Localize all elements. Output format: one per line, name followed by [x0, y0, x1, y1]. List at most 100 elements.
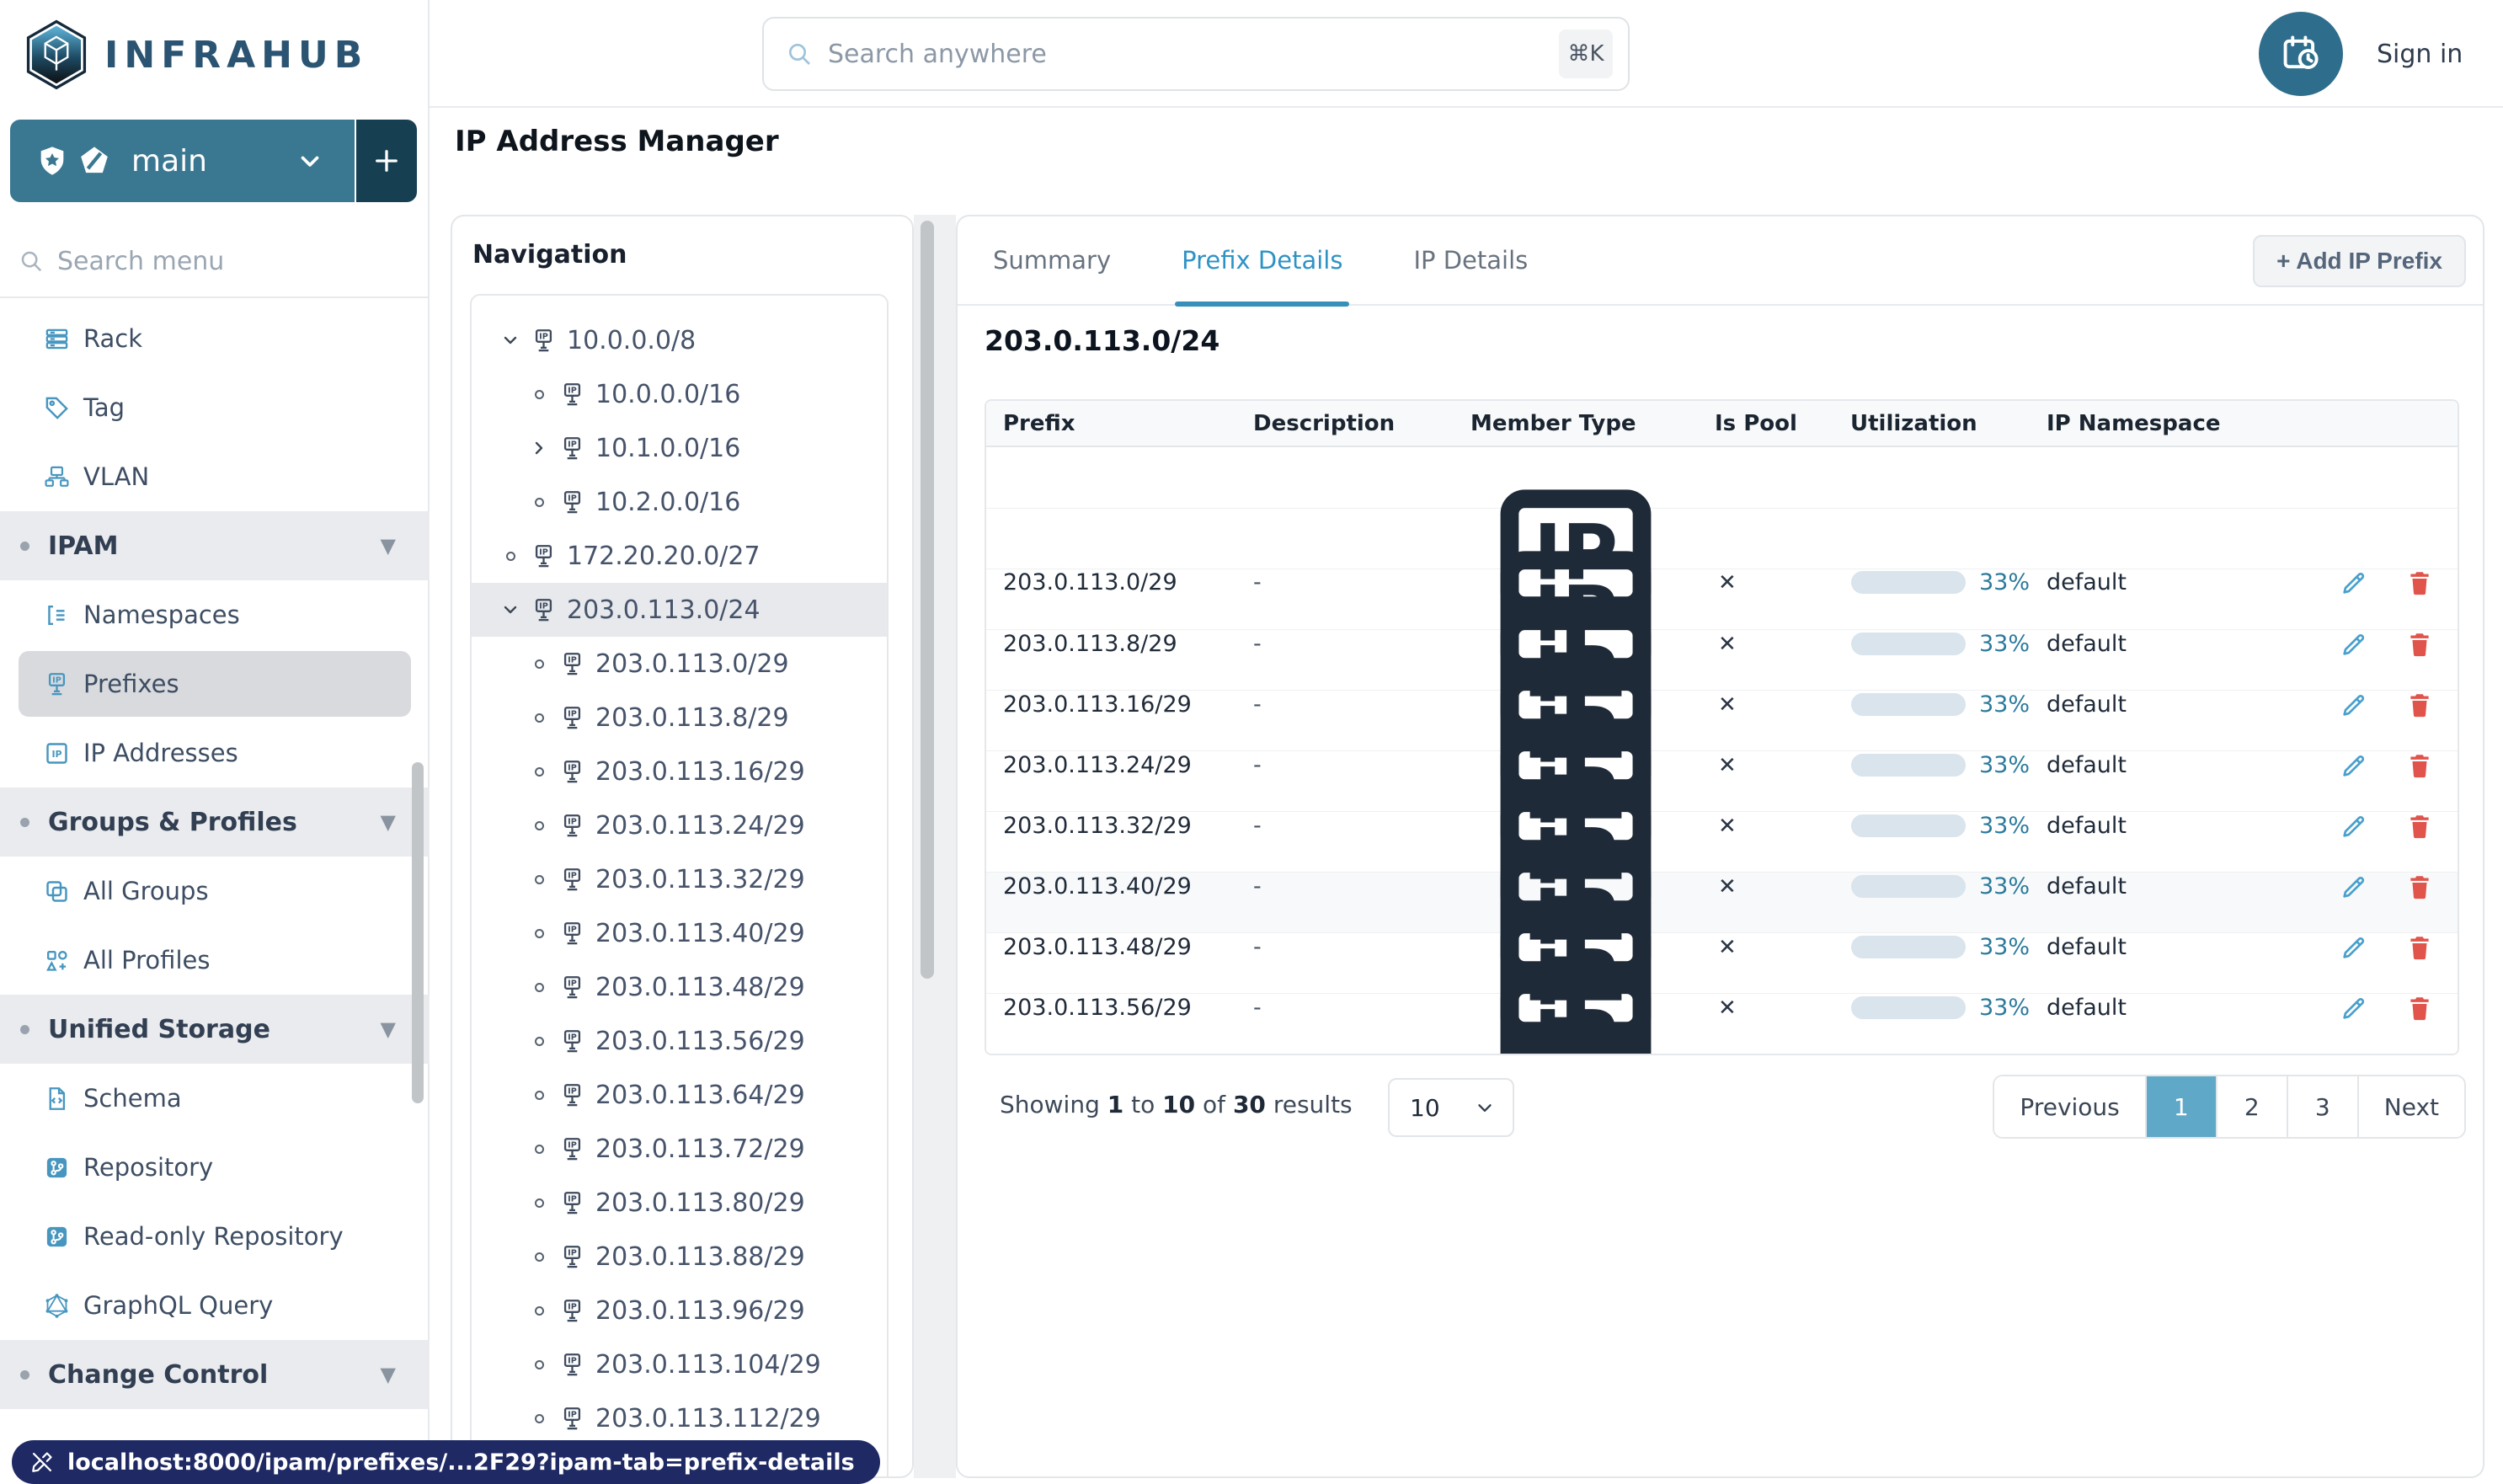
chevron-right-icon[interactable] [529, 438, 549, 458]
tree-item-10-0-0-0-8[interactable]: IP 10.0.0.0/8 [472, 313, 887, 367]
chevron-down-icon[interactable] [500, 330, 520, 350]
delete-trash-icon[interactable] [2405, 873, 2434, 901]
delete-trash-icon[interactable] [2405, 933, 2434, 962]
sidebar-item-read-only-repository[interactable]: Read-only Repository [0, 1202, 430, 1271]
delete-trash-icon[interactable] [2405, 569, 2434, 597]
tree-item-203-0-113-96-29[interactable]: IP 203.0.113.96/29 [472, 1284, 887, 1337]
edit-pencil-icon[interactable] [2340, 933, 2368, 962]
menu-search-input[interactable] [57, 246, 377, 276]
tree-item-10-2-0-0-16[interactable]: IP 10.2.0.0/16 [472, 475, 887, 529]
tab-ip-details[interactable]: IP Details [1413, 246, 1529, 275]
add-branch-button[interactable] [355, 120, 417, 202]
table-row[interactable]: 203.0.113.32/29- IP ✕ 33% default [986, 690, 2458, 940]
app-logo[interactable]: INFRAHUB [24, 19, 368, 91]
edit-pencil-icon[interactable] [2340, 812, 2368, 841]
delete-trash-icon[interactable] [2405, 994, 2434, 1022]
tree-item-203-0-113-64-29[interactable]: IP 203.0.113.64/29 [472, 1068, 887, 1122]
all-groups-icon [44, 878, 70, 905]
sidebar-section-ipam[interactable]: IPAM ▼ [0, 511, 430, 580]
cell-utilization: 33% [1833, 752, 2030, 778]
sidebar-scrollbar[interactable] [412, 762, 424, 1103]
global-search[interactable]: ⌘K [762, 17, 1630, 91]
ip-box-icon: IP [44, 740, 70, 766]
table-row[interactable]: 203.0.113.40/29- IP ✕ 33% default [986, 750, 2458, 1001]
tree-item-203-0-113-112-29[interactable]: IP 203.0.113.112/29 [472, 1391, 887, 1445]
tree-item-203-0-113-16-29[interactable]: IP 203.0.113.16/29 [472, 745, 887, 798]
add-ip-prefix-button[interactable]: + Add IP Prefix [2253, 235, 2466, 287]
tree-item-203-0-113-24-29[interactable]: IP 203.0.113.24/29 [472, 798, 887, 852]
branch-selector[interactable]: main [10, 120, 417, 202]
tree-item-203-0-113-72-29[interactable]: IP 203.0.113.72/29 [472, 1122, 887, 1176]
table-row[interactable]: 203.0.113.56/29 - IP ✕ 33% default [986, 872, 2458, 1054]
delete-trash-icon[interactable] [2405, 812, 2434, 841]
section-label: IPAM [48, 531, 119, 561]
sidebar-section-groups-profiles[interactable]: Groups & Profiles ▼ [0, 787, 430, 857]
tree-item-label: 203.0.113.24/29 [595, 810, 805, 841]
sidebar-section-unified-storage[interactable]: Unified Storage ▼ [0, 995, 430, 1064]
tree-item-203-0-113-48-29[interactable]: IP 203.0.113.48/29 [472, 960, 887, 1014]
tree-item-203-0-113-56-29[interactable]: IP 203.0.113.56/29 [472, 1014, 887, 1068]
sidebar-item-tag[interactable]: Tag [0, 373, 430, 442]
tree-item-203-0-113-104-29[interactable]: IP 203.0.113.104/29 [472, 1337, 887, 1391]
pagination-previous[interactable]: Previous [1994, 1076, 2145, 1137]
edit-pencil-icon[interactable] [2340, 569, 2368, 597]
edit-pencil-icon[interactable] [2340, 751, 2368, 780]
sidebar-item-all-groups[interactable]: All Groups [0, 857, 430, 926]
table-row[interactable]: 203.0.113.8/29- IP ✕ 33% default [986, 508, 2458, 758]
delete-trash-icon[interactable] [2405, 691, 2434, 719]
tree-item-10-0-0-0-16[interactable]: IP 10.0.0.0/16 [472, 367, 887, 421]
pagination-next[interactable]: Next [2356, 1076, 2464, 1137]
sign-in-button[interactable]: Sign in [2377, 39, 2463, 69]
tree-item-203-0-113-80-29[interactable]: IP 203.0.113.80/29 [472, 1176, 887, 1230]
delete-trash-icon[interactable] [2405, 630, 2434, 659]
sidebar-item-prefixes[interactable]: IP Prefixes [19, 651, 411, 717]
sidebar-item-ip-addresses[interactable]: IP IP Addresses [0, 718, 430, 787]
page-size-select[interactable]: 10 [1388, 1078, 1514, 1137]
content-scrollbar[interactable] [921, 221, 934, 979]
sidebar-item-vlan[interactable]: VLAN [0, 442, 430, 511]
branch-selector-main[interactable]: main [10, 120, 355, 202]
edit-pencil-icon[interactable] [2340, 994, 2368, 1022]
sidebar-item-repository[interactable]: Repository [0, 1133, 430, 1202]
table-row[interactable]: 203.0.113.72/29-IP✕16%default [986, 993, 2458, 1054]
tree-item-203-0-113-0-29[interactable]: IP 203.0.113.0/29 [472, 637, 887, 691]
pagination-page-2[interactable]: 2 [2215, 1076, 2287, 1137]
tab-prefix-details[interactable]: Prefix Details [1175, 216, 1350, 307]
table-row[interactable]: 203.0.113.16/29- IP ✕ 33% default [986, 569, 2458, 819]
edit-pencil-icon[interactable] [2340, 691, 2368, 719]
delete-trash-icon[interactable] [2405, 1054, 2434, 1056]
global-search-input[interactable] [828, 39, 1544, 69]
edit-pencil-icon[interactable] [2340, 873, 2368, 901]
svg-text:IP: IP [568, 1140, 577, 1150]
time-travel-button[interactable] [2259, 12, 2343, 96]
tree-item-203-0-113-88-29[interactable]: IP 203.0.113.88/29 [472, 1230, 887, 1284]
edit-pencil-icon[interactable] [2340, 1054, 2368, 1056]
delete-trash-icon[interactable] [2405, 751, 2434, 780]
menu-search[interactable] [0, 226, 430, 298]
tree-item-203-0-113-40-29[interactable]: IP 203.0.113.40/29 [472, 906, 887, 960]
table-row[interactable]: 203.0.113.0/29- IP ✕ 33% default [986, 447, 2458, 697]
sidebar-item-all-profiles[interactable]: All Profiles [0, 926, 430, 995]
tree-item-10-1-0-0-16[interactable]: IP 10.1.0.0/16 [472, 421, 887, 475]
sidebar-item-rack[interactable]: Rack [0, 304, 430, 373]
sidebar-section-change-control[interactable]: Change Control ▼ [0, 1340, 430, 1409]
tree-item-label: 10.2.0.0/16 [595, 487, 741, 517]
tree-item-203-0-113-8-29[interactable]: IP 203.0.113.8/29 [472, 691, 887, 745]
sidebar-item-graphql-query[interactable]: GraphQL Query [0, 1271, 430, 1340]
tree-item-label: 203.0.113.80/29 [595, 1188, 805, 1218]
cell-description: - [1253, 569, 1262, 595]
tree-item-172-20-20-0-27[interactable]: IP 172.20.20.0/27 [472, 529, 887, 583]
cell-is-pool: ✕ [1718, 934, 1737, 960]
sidebar-item-schema[interactable]: Schema [0, 1064, 430, 1133]
section-label: Groups & Profiles [48, 807, 297, 837]
sidebar-item-namespaces[interactable]: Namespaces [0, 580, 430, 649]
table-row[interactable]: 203.0.113.48/29 - IP ✕ 33% default [986, 811, 2458, 1054]
pagination-page-1[interactable]: 1 [2144, 1076, 2216, 1137]
tab-summary[interactable]: Summary [993, 246, 1112, 275]
tree-item-203-0-113-0-24[interactable]: IP 203.0.113.0/24 [472, 583, 887, 637]
tree-item-203-0-113-32-29[interactable]: IP 203.0.113.32/29 [472, 852, 887, 906]
chevron-down-icon[interactable] [500, 600, 520, 620]
pagination-page-3[interactable]: 3 [2286, 1076, 2357, 1137]
prefix-sign-icon: IP [559, 435, 585, 462]
edit-pencil-icon[interactable] [2340, 630, 2368, 659]
